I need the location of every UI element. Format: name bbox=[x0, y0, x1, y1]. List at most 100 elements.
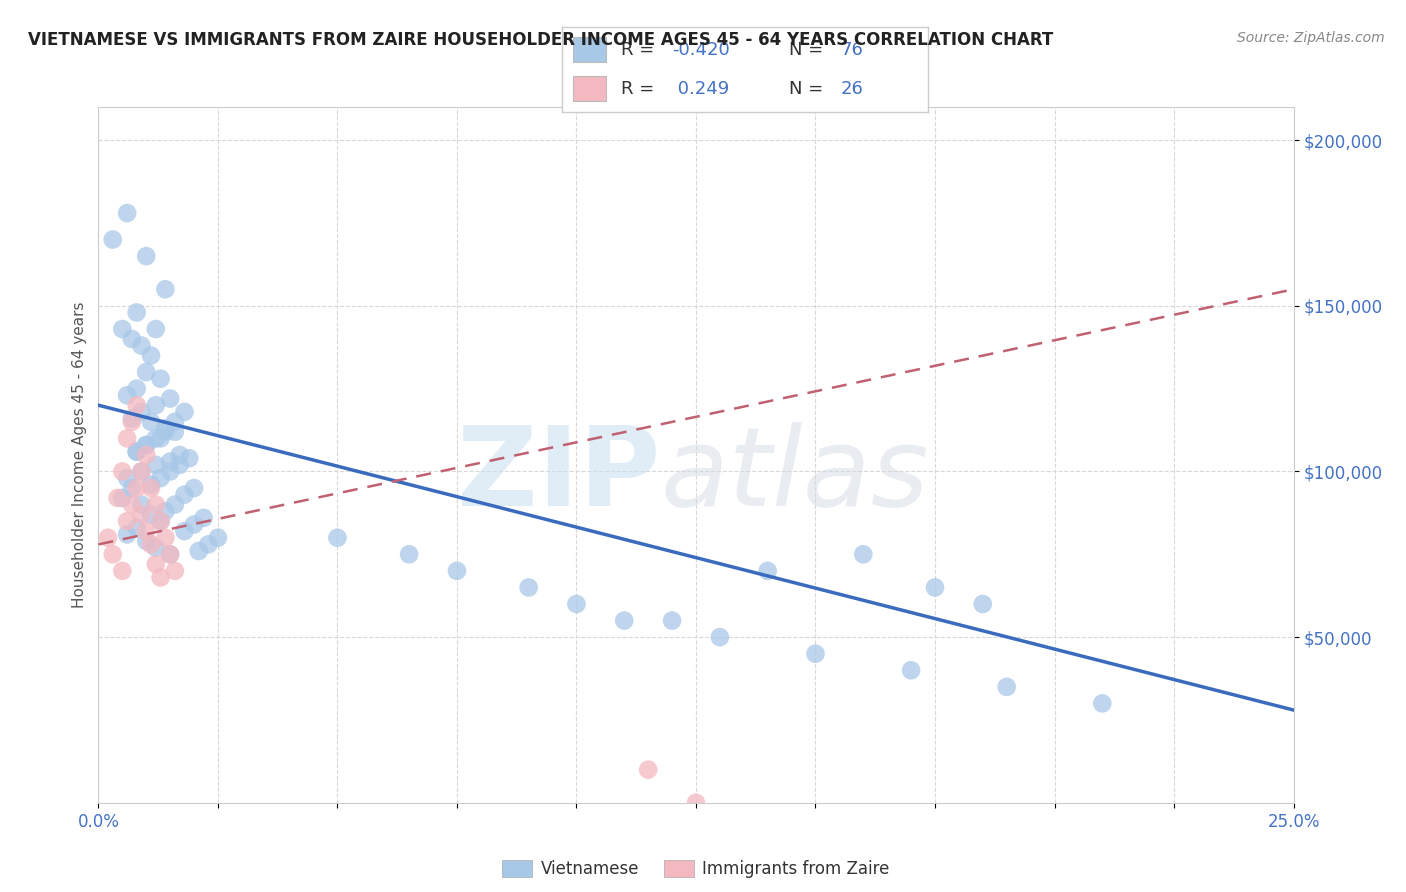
Text: N =: N = bbox=[789, 41, 824, 59]
Point bbox=[155, 425, 177, 439]
Point bbox=[125, 444, 148, 458]
Point bbox=[145, 498, 167, 512]
Text: atlas: atlas bbox=[661, 422, 929, 529]
Point bbox=[145, 322, 167, 336]
Point bbox=[197, 537, 219, 551]
Point bbox=[155, 421, 177, 435]
Point bbox=[115, 206, 138, 220]
Point bbox=[139, 349, 162, 363]
Point bbox=[145, 458, 167, 472]
Point bbox=[131, 465, 153, 479]
Point bbox=[121, 332, 143, 346]
Point bbox=[139, 415, 162, 429]
Text: Source: ZipAtlas.com: Source: ZipAtlas.com bbox=[1237, 31, 1385, 45]
Point bbox=[661, 614, 683, 628]
Point bbox=[852, 547, 875, 561]
Point bbox=[125, 521, 148, 535]
Point bbox=[139, 477, 162, 491]
Y-axis label: Householder Income Ages 45 - 64 years: Householder Income Ages 45 - 64 years bbox=[72, 301, 87, 608]
Text: N =: N = bbox=[789, 79, 824, 97]
Point bbox=[125, 398, 148, 412]
Point bbox=[159, 547, 181, 561]
Point bbox=[173, 488, 195, 502]
Point bbox=[149, 431, 172, 445]
Point bbox=[135, 448, 157, 462]
Point bbox=[101, 547, 124, 561]
Point bbox=[115, 471, 138, 485]
Point bbox=[169, 448, 191, 462]
Point bbox=[613, 614, 636, 628]
Point bbox=[139, 537, 162, 551]
Point bbox=[193, 511, 215, 525]
Point bbox=[125, 481, 148, 495]
Point bbox=[111, 564, 134, 578]
Point bbox=[183, 481, 205, 495]
Point bbox=[101, 233, 124, 247]
Point bbox=[326, 531, 349, 545]
Point bbox=[756, 564, 779, 578]
Point bbox=[135, 365, 157, 379]
Text: -0.420: -0.420 bbox=[672, 41, 730, 59]
Point bbox=[111, 491, 134, 505]
Point bbox=[145, 558, 167, 572]
Point bbox=[125, 444, 148, 458]
Point bbox=[115, 514, 138, 528]
Point bbox=[155, 504, 177, 518]
Point bbox=[804, 647, 827, 661]
Bar bbox=[574, 37, 606, 62]
Point bbox=[972, 597, 994, 611]
Point bbox=[97, 531, 120, 545]
Point bbox=[135, 438, 157, 452]
Point bbox=[709, 630, 731, 644]
Point bbox=[155, 531, 177, 545]
Point bbox=[135, 524, 157, 538]
Point bbox=[115, 388, 138, 402]
Point bbox=[565, 597, 588, 611]
Point bbox=[131, 465, 153, 479]
Text: 26: 26 bbox=[841, 79, 863, 97]
Point bbox=[517, 581, 540, 595]
Point bbox=[121, 498, 143, 512]
Point bbox=[163, 415, 186, 429]
Text: 0.249: 0.249 bbox=[672, 79, 730, 97]
Point bbox=[139, 508, 162, 522]
Point bbox=[924, 581, 946, 595]
Point bbox=[121, 411, 143, 425]
Point bbox=[149, 514, 172, 528]
Point bbox=[685, 796, 707, 810]
Point bbox=[159, 465, 181, 479]
Point bbox=[131, 498, 153, 512]
Point bbox=[163, 498, 186, 512]
Point bbox=[135, 534, 157, 549]
Point bbox=[637, 763, 659, 777]
Point bbox=[169, 458, 191, 472]
Point bbox=[155, 282, 177, 296]
Point bbox=[145, 541, 167, 555]
Point bbox=[183, 517, 205, 532]
Point bbox=[111, 322, 134, 336]
Point bbox=[446, 564, 468, 578]
Point bbox=[149, 570, 172, 584]
Point bbox=[149, 514, 172, 528]
Point bbox=[135, 438, 157, 452]
Point bbox=[995, 680, 1018, 694]
Text: R =: R = bbox=[621, 41, 654, 59]
Text: ZIP: ZIP bbox=[457, 422, 661, 529]
Point bbox=[145, 398, 167, 412]
Point bbox=[173, 405, 195, 419]
Text: R =: R = bbox=[621, 79, 654, 97]
Point bbox=[149, 471, 172, 485]
Point bbox=[107, 491, 129, 505]
Text: VIETNAMESE VS IMMIGRANTS FROM ZAIRE HOUSEHOLDER INCOME AGES 45 - 64 YEARS CORREL: VIETNAMESE VS IMMIGRANTS FROM ZAIRE HOUS… bbox=[28, 31, 1053, 49]
Point bbox=[159, 454, 181, 468]
Legend: Vietnamese, Immigrants from Zaire: Vietnamese, Immigrants from Zaire bbox=[502, 860, 890, 878]
Point bbox=[145, 431, 167, 445]
Point bbox=[1091, 697, 1114, 711]
Point bbox=[187, 544, 209, 558]
Point bbox=[121, 481, 143, 495]
Point bbox=[179, 451, 201, 466]
Point bbox=[135, 249, 157, 263]
Point bbox=[139, 481, 162, 495]
Point bbox=[125, 382, 148, 396]
Point bbox=[131, 338, 153, 352]
